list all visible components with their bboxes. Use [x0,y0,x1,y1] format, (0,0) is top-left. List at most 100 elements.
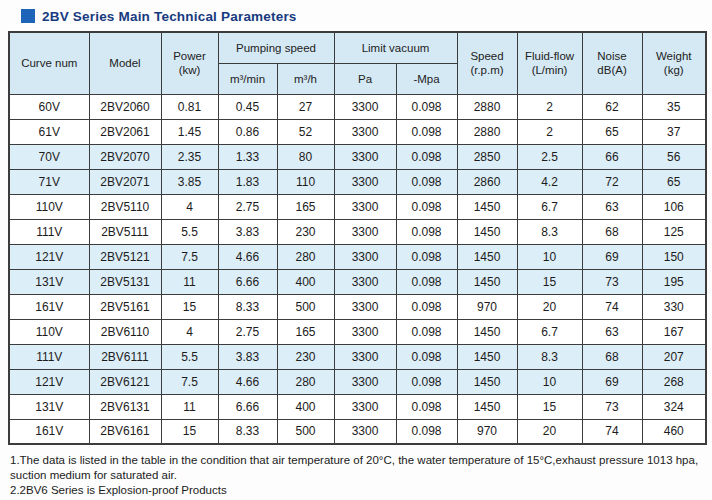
cell-fluid-flow: 2.5 [517,144,582,169]
cell-weight: 167 [642,319,706,344]
cell-speed: 2860 [457,169,517,194]
cell-m3h: 400 [277,394,334,419]
cell-model: 2BV5131 [89,269,161,294]
cell-power: 3.85 [161,169,218,194]
title-bullet-icon [21,9,35,23]
cell-power: 7.5 [161,244,218,269]
cell-mpa: 0.098 [396,419,457,444]
cell-weight: 324 [642,394,706,419]
table-row: 71V2BV20713.851.8311033000.09828604.2726… [9,169,706,194]
cell-mpa: 0.098 [396,269,457,294]
cell-weight: 268 [642,369,706,394]
cell-curve-num: 110V [9,194,89,219]
cell-noise: 69 [582,369,642,394]
cell-power: 4 [161,319,218,344]
cell-model: 2BV5121 [89,244,161,269]
cell-m3min: 0.86 [218,119,277,144]
cell-fluid-flow: 10 [517,244,582,269]
table-row: 131V2BV5131116.6640033000.09814501573195 [9,269,706,294]
col-header-curve-num: Curve num [9,32,89,94]
cell-pa: 3300 [334,194,396,219]
cell-fluid-flow: 6.7 [517,194,582,219]
cell-model: 2BV6121 [89,369,161,394]
cell-m3h: 280 [277,244,334,269]
cell-power: 4 [161,194,218,219]
cell-curve-num: 111V [9,219,89,244]
cell-m3h: 280 [277,369,334,394]
cell-model: 2BV5110 [89,194,161,219]
table-row: 60V2BV20600.810.452733000.098288026235 [9,94,706,119]
cell-pa: 3300 [334,394,396,419]
cell-pa: 3300 [334,344,396,369]
cell-power: 11 [161,269,218,294]
table-row: 161V2BV5161158.3350033000.0989702074330 [9,294,706,319]
cell-noise: 68 [582,219,642,244]
cell-fluid-flow: 2 [517,94,582,119]
note-1: 1.The data is listed in the table in the… [10,453,706,483]
cell-model: 2BV6161 [89,419,161,444]
cell-curve-num: 60V [9,94,89,119]
cell-weight: 460 [642,419,706,444]
cell-speed: 970 [457,294,517,319]
cell-fluid-flow: 2 [517,119,582,144]
cell-fluid-flow: 8.3 [517,219,582,244]
cell-speed: 1450 [457,269,517,294]
cell-mpa: 0.098 [396,344,457,369]
cell-weight: 106 [642,194,706,219]
cell-pa: 3300 [334,294,396,319]
note-2: 2.2BV6 Series is Explosion-proof Product… [10,483,706,498]
table-row: 110V2BV611042.7516533000.09814506.763167 [9,319,706,344]
cell-model: 2BV6111 [89,344,161,369]
cell-mpa: 0.098 [396,194,457,219]
cell-m3min: 4.66 [218,244,277,269]
cell-weight: 195 [642,269,706,294]
table-row: 121V2BV61217.54.6628033000.0981450106926… [9,369,706,394]
cell-power: 0.81 [161,94,218,119]
cell-speed: 2880 [457,94,517,119]
cell-curve-num: 111V [9,344,89,369]
cell-model: 2BV6110 [89,319,161,344]
cell-m3h: 27 [277,94,334,119]
cell-power: 11 [161,394,218,419]
cell-weight: 207 [642,344,706,369]
cell-noise: 63 [582,319,642,344]
cell-mpa: 0.098 [396,294,457,319]
cell-noise: 74 [582,294,642,319]
cell-m3h: 230 [277,219,334,244]
cell-speed: 1450 [457,394,517,419]
parameters-table: Curve num Model Power (kw) Pumping speed… [8,31,707,445]
cell-model: 2BV2060 [89,94,161,119]
cell-m3min: 1.83 [218,169,277,194]
cell-speed: 970 [457,419,517,444]
cell-noise: 62 [582,94,642,119]
cell-m3min: 3.83 [218,344,277,369]
table-row: 61V2BV20611.450.865233000.098288026537 [9,119,706,144]
cell-m3h: 230 [277,344,334,369]
cell-power: 2.35 [161,144,218,169]
cell-mpa: 0.098 [396,219,457,244]
cell-m3min: 3.83 [218,219,277,244]
cell-speed: 1450 [457,344,517,369]
cell-weight: 37 [642,119,706,144]
cell-m3min: 2.75 [218,319,277,344]
cell-noise: 72 [582,169,642,194]
cell-curve-num: 121V [9,244,89,269]
table-row: 121V2BV51217.54.6628033000.0981450106915… [9,244,706,269]
table-header: Curve num Model Power (kw) Pumping speed… [9,32,706,94]
cell-power: 1.45 [161,119,218,144]
cell-noise: 73 [582,269,642,294]
page-title: 2BV Series Main Technical Parameters [21,8,704,24]
cell-pa: 3300 [334,94,396,119]
cell-m3min: 8.33 [218,294,277,319]
col-header-limit-vacuum: Limit vacuum [334,32,457,63]
cell-fluid-flow: 20 [517,294,582,319]
cell-curve-num: 110V [9,319,89,344]
col-subheader-mpa: -Mpa [396,63,457,94]
cell-m3h: 110 [277,169,334,194]
cell-pa: 3300 [334,144,396,169]
page-title-text: 2BV Series Main Technical Parameters [42,9,297,24]
page: 2BV Series Main Technical Parameters Cur… [0,0,712,500]
cell-speed: 1450 [457,219,517,244]
cell-pa: 3300 [334,369,396,394]
cell-speed: 1450 [457,319,517,344]
